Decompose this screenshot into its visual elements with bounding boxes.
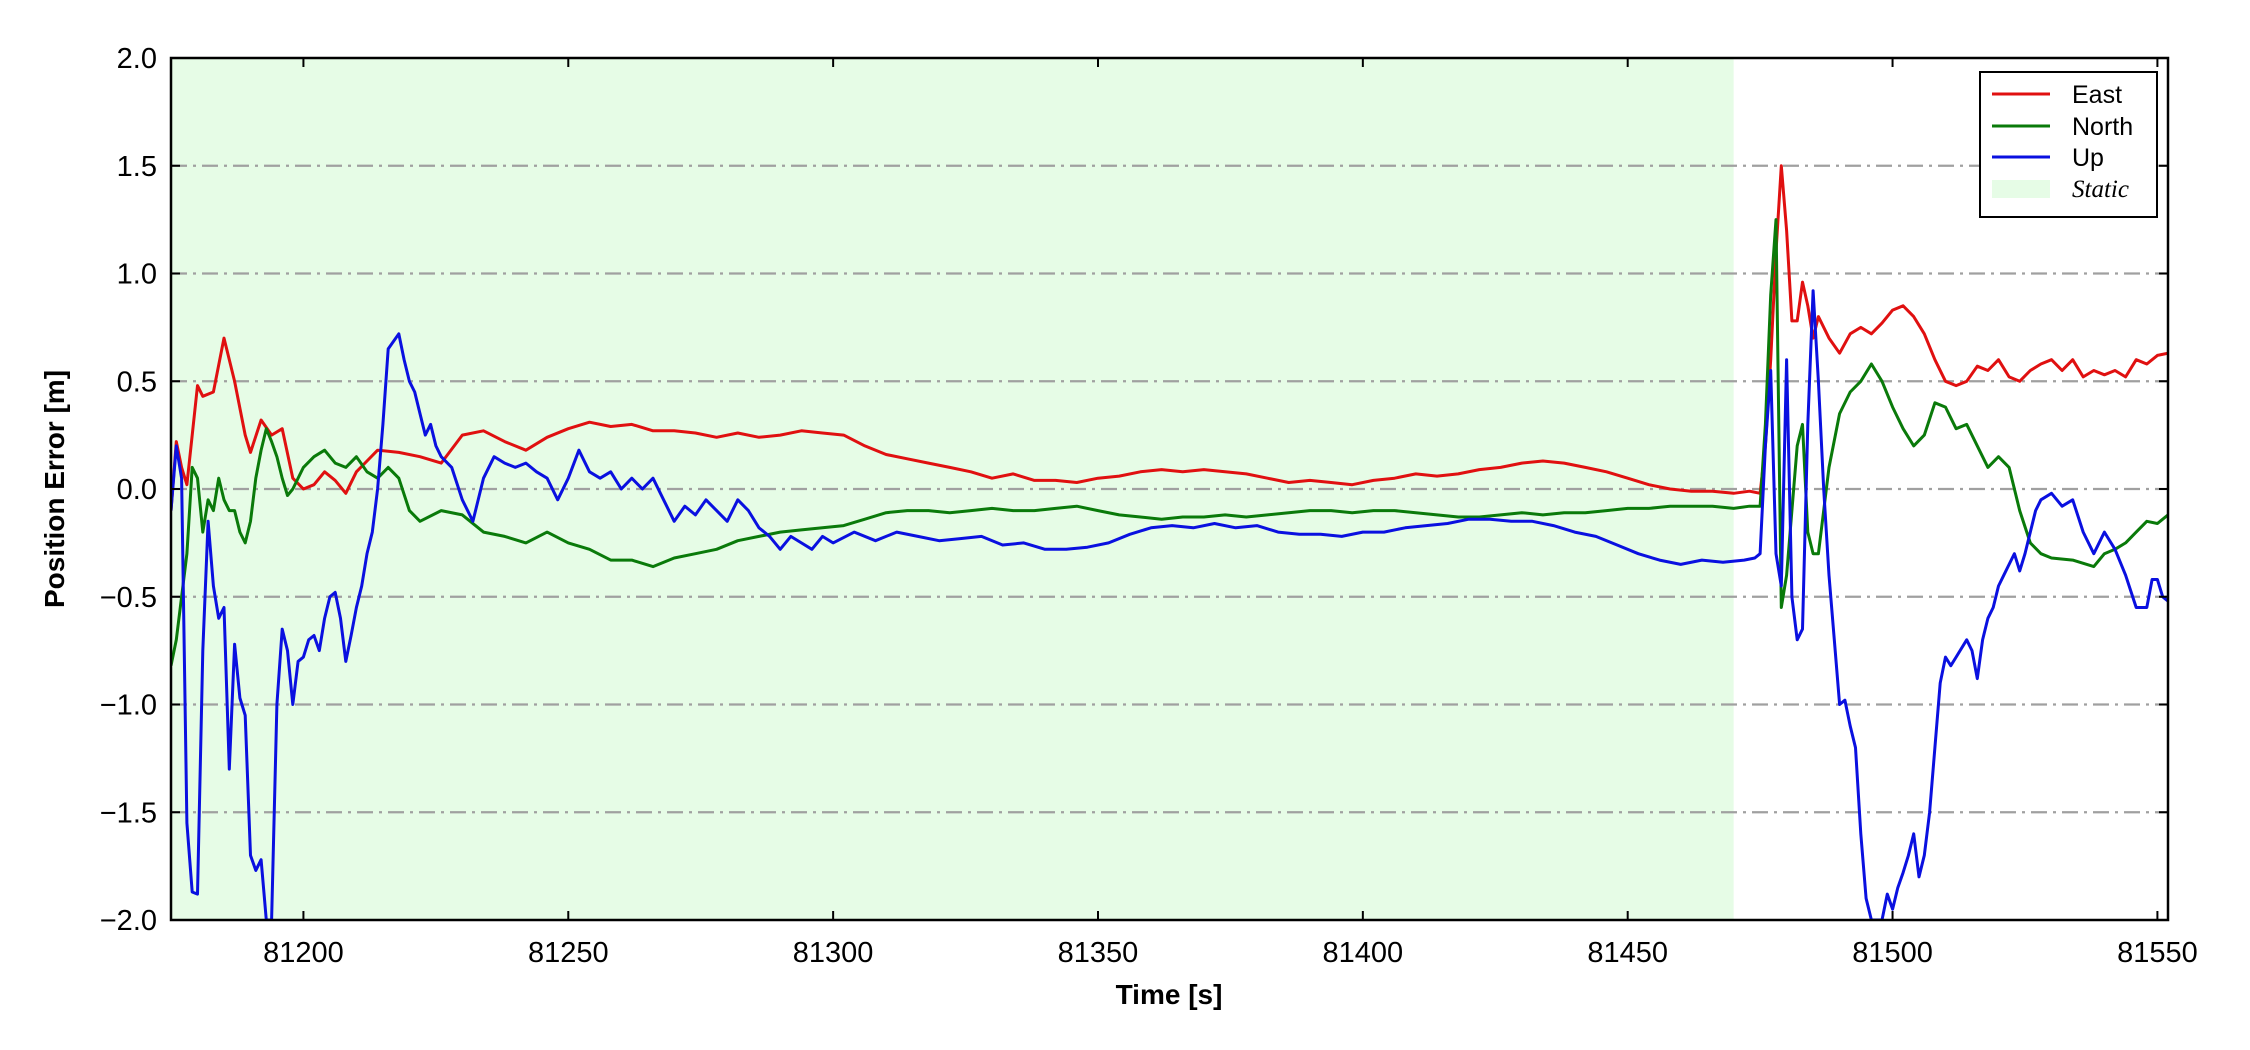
legend-up-label: Up (2072, 144, 2104, 172)
y-tick-label: 1.0 (117, 259, 157, 291)
x-tick-label: 81250 (528, 937, 609, 969)
legend-east-label: East (2072, 81, 2122, 109)
axis-ticks (171, 57, 2168, 921)
y-tick-label: −0.5 (100, 582, 157, 614)
y-tick-label: −1.5 (100, 797, 157, 829)
x-axis-label: Time [s] (1116, 979, 1223, 1010)
y-axis-label: Position Error [m] (39, 370, 70, 608)
y-tick-label: 1.5 (117, 151, 157, 183)
series-layer (171, 164, 2168, 920)
grid-lines (171, 164, 2168, 814)
series-line-north (171, 218, 2168, 667)
series-line-east (171, 164, 2168, 511)
legend-north-label: North (2072, 113, 2133, 141)
legend: East North Up Static (1979, 71, 2158, 218)
y-tick-label: 2.0 (117, 43, 157, 75)
axis-tick-labels: 2.0 1.5 1.0 0.5 0.0 −0.5 −1.0 −1.5 −2.0 81200 8125… (100, 43, 2198, 969)
y-tick-label: −1.0 (100, 690, 157, 722)
y-tick-label: −2.0 (100, 905, 157, 937)
x-tick-label: 81200 (263, 937, 344, 969)
legend-static-label: Static (2072, 176, 2129, 203)
x-tick-label: 81300 (793, 937, 874, 969)
y-tick-label: 0.5 (117, 366, 157, 398)
series-line-up (171, 289, 2168, 920)
x-tick-label: 81400 (1323, 937, 1404, 969)
y-tick-label: 0.0 (117, 474, 157, 506)
x-tick-label: 81450 (1587, 937, 1668, 969)
x-tick-label: 81350 (1058, 937, 1139, 969)
x-tick-label: 81550 (2117, 937, 2198, 969)
x-tick-label: 81500 (1852, 937, 1933, 969)
legend-static-swatch (1992, 180, 2050, 198)
